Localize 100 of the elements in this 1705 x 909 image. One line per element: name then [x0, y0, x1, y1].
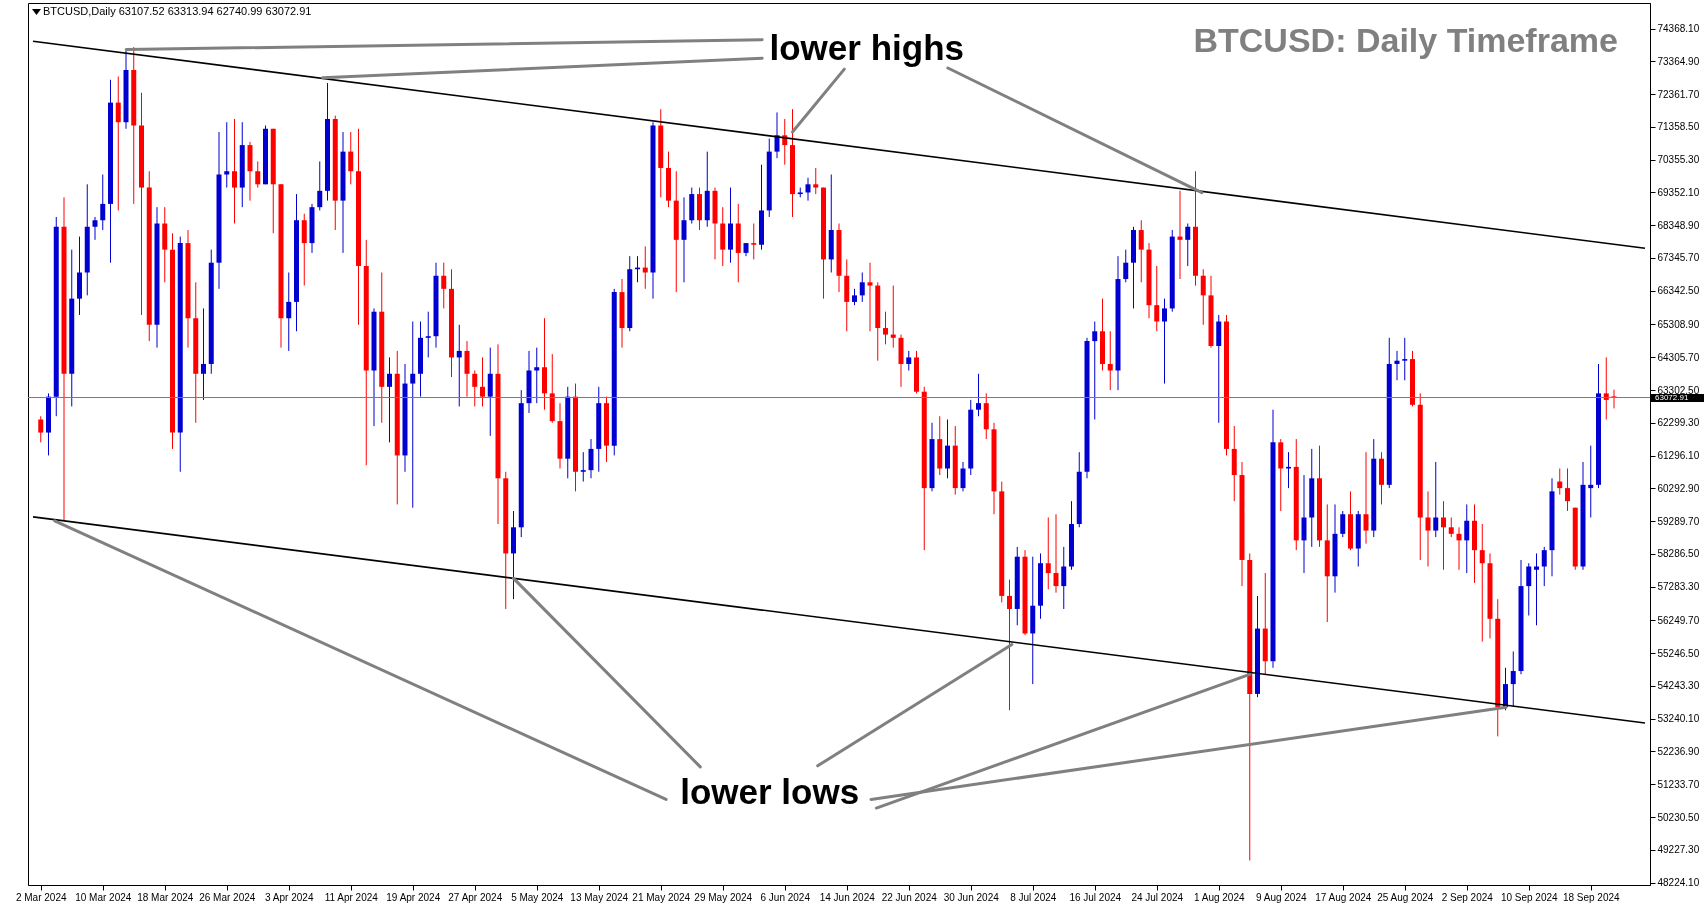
x-tick-label: 26 Mar 2024 — [199, 891, 256, 903]
candlestick — [1479, 523, 1485, 643]
candlestick — [774, 111, 780, 159]
candlestick — [487, 347, 493, 437]
ref-line-label: 63072.91 — [1655, 393, 1689, 403]
candlestick — [867, 262, 873, 332]
y-tick-label: 68348.90 — [1657, 219, 1700, 231]
y-tick-label: 64305.70 — [1657, 351, 1700, 363]
candlestick — [1301, 474, 1307, 574]
candlestick — [883, 311, 888, 345]
candlestick — [472, 370, 478, 407]
candlestick — [92, 216, 98, 241]
candlestick — [464, 340, 470, 398]
candlestick — [976, 373, 981, 417]
annotation: lower lows — [680, 771, 860, 811]
candlestick — [1138, 219, 1144, 283]
x-tick-label: 2 Sep 2024 — [1441, 891, 1494, 903]
candlestick — [1456, 526, 1462, 571]
candlestick — [1588, 445, 1594, 518]
candlestick — [425, 311, 431, 358]
candlestick — [1363, 451, 1369, 545]
candlestick — [1425, 490, 1431, 567]
x-tick-label: 8 Jul 2024 — [1010, 891, 1057, 903]
candlestick — [642, 245, 648, 290]
candlestick — [1402, 337, 1408, 381]
y-tick-label: 71358.50 — [1657, 121, 1700, 133]
x-tick-label: 18 Mar 2024 — [137, 891, 194, 903]
y-tick-label: 67345.70 — [1657, 252, 1700, 264]
x-tick-label: 11 Apr 2024 — [324, 891, 379, 903]
y-tick-label: 57283.30 — [1657, 581, 1700, 593]
x-tick-label: 18 Sep 2024 — [1562, 891, 1621, 903]
x-tick-label: 6 Jun 2024 — [760, 891, 811, 903]
x-tick-label: 13 May 2024 — [570, 891, 629, 903]
candlestick — [100, 174, 106, 231]
candlestick — [1200, 268, 1206, 326]
candlestick — [301, 213, 307, 287]
candlestick — [534, 347, 540, 404]
annotation: BTCUSD,Daily 63107.52 63313.94 62740.99 63072.91 — [42, 4, 312, 17]
candlestick — [38, 415, 44, 443]
candlestick — [1541, 546, 1547, 587]
candlestick — [945, 419, 950, 479]
y-tick-label: 52236.90 — [1657, 745, 1700, 757]
y-tick-label: 72361.70 — [1657, 88, 1700, 100]
y-tick-label: 61296.10 — [1657, 450, 1700, 462]
candlestick — [960, 461, 966, 492]
y-tick-label: 48224.10 — [1657, 877, 1700, 889]
candlestick — [286, 272, 292, 352]
y-tick-label: 62299.30 — [1657, 417, 1700, 429]
text: BTCUSD: Daily Timeframe — [1193, 21, 1618, 60]
x-tick-label: 3 Apr 2024 — [265, 891, 314, 903]
y-tick-label: 56249.70 — [1657, 614, 1700, 626]
candlestick — [1154, 265, 1160, 332]
x-tick-label: 21 May 2024 — [632, 891, 691, 903]
candlestick — [751, 223, 757, 260]
candlestick — [1185, 223, 1191, 267]
x-tick-label: 29 May 2024 — [694, 891, 753, 903]
candlestick — [1441, 500, 1446, 571]
candlestick — [317, 160, 323, 211]
y-tick-label: 49227.30 — [1657, 844, 1700, 856]
x-tick-label: 24 Jul 2024 — [1131, 891, 1184, 903]
candlestick — [224, 121, 230, 189]
candlestick — [580, 451, 586, 483]
candlestick — [1448, 517, 1454, 538]
candlestick — [906, 350, 912, 371]
x-tick-label: 17 Aug 2024 — [1315, 891, 1372, 903]
candlestick — [1433, 461, 1439, 538]
candlestick — [1053, 513, 1059, 594]
candlestick — [1340, 510, 1346, 538]
y-tick-label: 63302.50 — [1657, 384, 1700, 396]
x-tick-label: 27 Apr 2024 — [448, 891, 503, 903]
y-tick-label: 53240.10 — [1657, 713, 1700, 725]
candlestick — [480, 356, 485, 407]
candlestick — [805, 177, 811, 202]
candlestick — [1286, 451, 1291, 489]
x-tick-label: 5 May 2024 — [511, 891, 564, 903]
y-tick-label: 70355.30 — [1657, 154, 1700, 166]
candlestick — [681, 196, 687, 283]
candlestick — [1603, 356, 1609, 420]
candlestick — [456, 324, 462, 407]
annotation: lower highs — [769, 27, 964, 67]
x-tick-label: 10 Sep 2024 — [1500, 891, 1559, 903]
candlestick — [410, 321, 416, 509]
y-tick-label: 73364.90 — [1657, 55, 1700, 67]
x-tick-label: 1 Aug 2024 — [1193, 891, 1245, 903]
x-tick-label: 10 Mar 2024 — [75, 891, 132, 903]
candlestick — [441, 262, 447, 309]
y-tick-label: 65308.90 — [1657, 318, 1700, 330]
candlestick — [348, 131, 354, 185]
y-tick-label: 55246.50 — [1657, 647, 1700, 659]
candlestick — [1123, 249, 1129, 283]
candlestick — [859, 272, 865, 303]
candlestick — [1557, 468, 1563, 496]
y-tick-label: 58286.50 — [1657, 548, 1700, 560]
candlestick — [588, 438, 594, 479]
candlestick — [813, 167, 819, 195]
x-tick-label: 14 Jun 2024 — [819, 891, 876, 903]
candlestick — [387, 356, 392, 443]
x-tick-label: 25 Aug 2024 — [1377, 891, 1434, 903]
candlestick — [1177, 190, 1183, 280]
candlestick — [1107, 330, 1113, 391]
